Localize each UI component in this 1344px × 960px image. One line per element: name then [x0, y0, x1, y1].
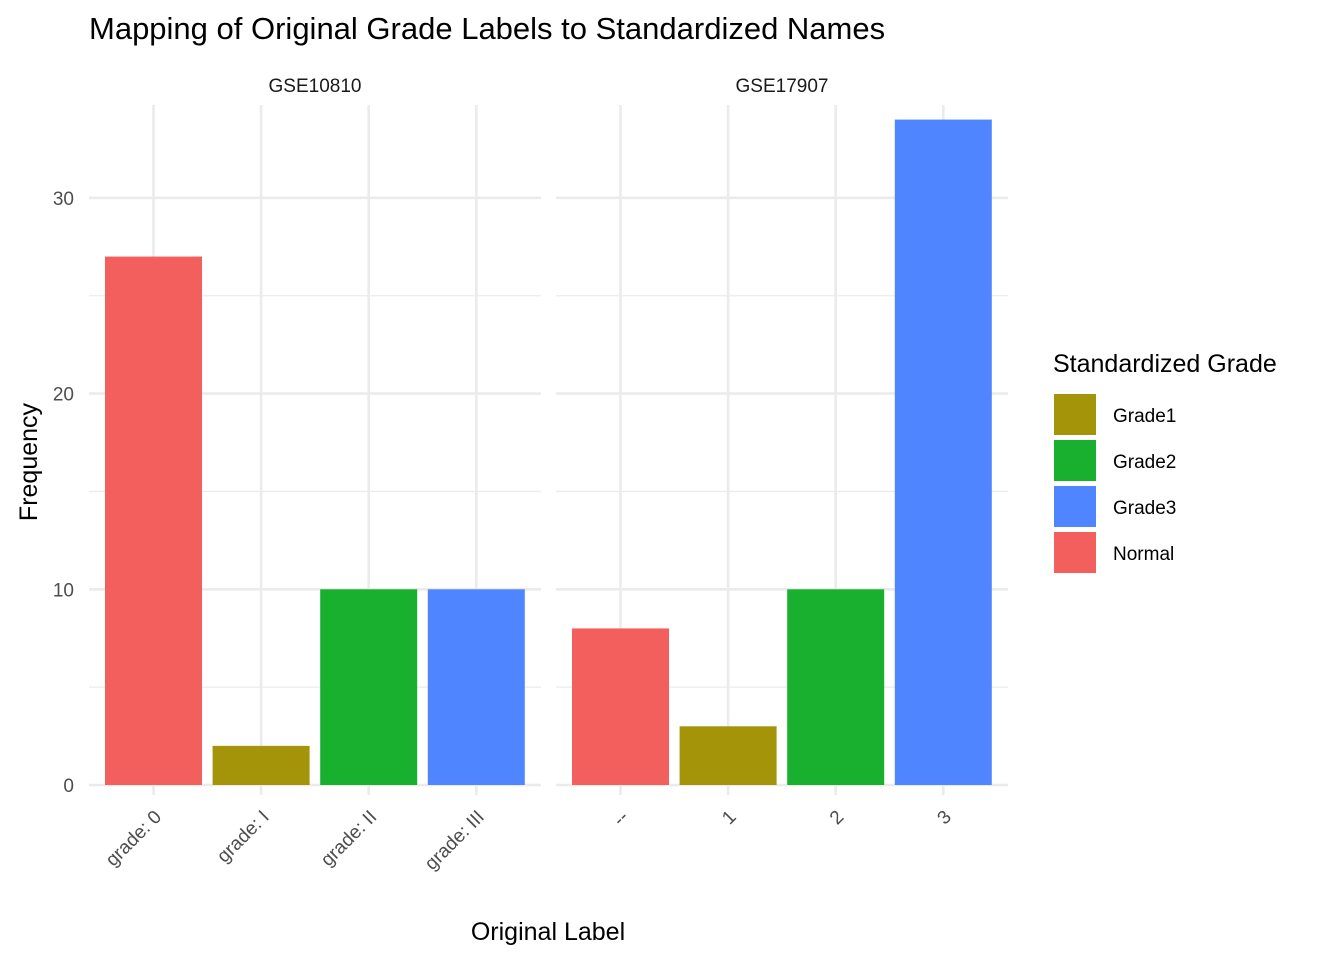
y-tick-label: 0	[63, 776, 74, 797]
bar-GSE10810-1	[212, 745, 310, 785]
legend-swatch	[1054, 532, 1096, 573]
x-axis-title: Original Label	[471, 918, 625, 946]
facet-strip-label: GSE10810	[269, 76, 362, 97]
x-tick-label: grade: II	[317, 807, 381, 871]
x-tick-label: 1	[718, 807, 740, 829]
legend-label: Grade3	[1113, 498, 1176, 519]
legend-label: Normal	[1113, 544, 1174, 565]
y-tick-label: 10	[53, 580, 74, 601]
x-tick-label: grade: 0	[102, 807, 166, 871]
x-tick-label: 3	[934, 807, 956, 829]
y-tick-label: 20	[53, 385, 74, 406]
legend-item-Normal: Normal	[1054, 532, 1174, 573]
legend-item-Grade1: Grade1	[1054, 394, 1176, 435]
legend-title: Standardized Grade	[1053, 350, 1277, 378]
bar-GSE17907-0	[572, 628, 669, 785]
bar-GSE17907-3	[894, 119, 992, 786]
panel-GSE17907: GSE17907 -- 1 2 3	[556, 76, 1008, 830]
y-axis-title: Frequency	[15, 402, 43, 521]
x-tick-label: grade: I	[213, 807, 273, 867]
legend: Standardized Grade Grade1 Grade2 Grade3 Nor…	[1053, 350, 1277, 573]
legend-label: Grade2	[1113, 452, 1176, 473]
panel-GSE10810: GSE10810 grade: 0 grade: I grade: II grade: …	[89, 76, 541, 875]
bar-GSE17907-2	[787, 589, 885, 785]
bar-GSE10810-2	[320, 589, 418, 785]
y-tick-label: 30	[53, 189, 74, 210]
x-tick-label: --	[609, 807, 633, 831]
legend-swatch	[1054, 394, 1096, 435]
bar-GSE10810-3	[427, 589, 525, 785]
bar-GSE17907-1	[679, 726, 777, 785]
legend-label: Grade1	[1113, 406, 1176, 427]
chart-title: Mapping of Original Grade Labels to Stan…	[89, 11, 885, 46]
facet-panels: GSE10810 grade: 0 grade: I grade: II grade: …	[53, 76, 1008, 875]
facet-strip-label: GSE17907	[736, 76, 829, 97]
legend-item-Grade3: Grade3	[1054, 486, 1176, 527]
legend-swatch	[1054, 486, 1096, 527]
x-tick-label: 2	[826, 807, 848, 829]
legend-swatch	[1054, 440, 1096, 481]
bar-GSE10810-0	[105, 256, 202, 786]
x-tick-label: grade: III	[421, 807, 489, 875]
legend-item-Grade2: Grade2	[1054, 440, 1176, 481]
